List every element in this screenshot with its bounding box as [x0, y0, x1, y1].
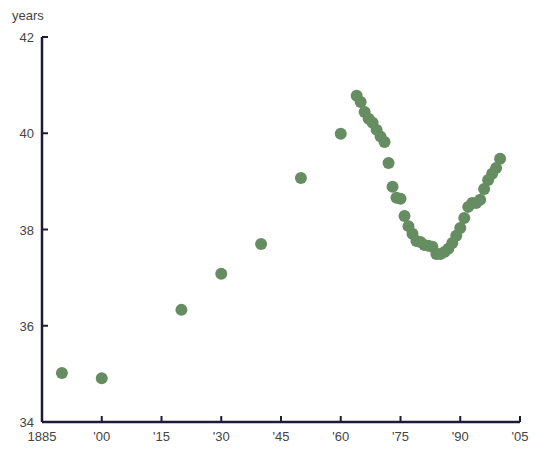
y-tick: [42, 132, 48, 134]
x-tick: [41, 416, 43, 422]
x-tick: [519, 416, 521, 422]
y-axis-label: years: [12, 8, 44, 23]
point: [387, 181, 399, 193]
x-tick: [280, 416, 282, 422]
point: [494, 153, 506, 165]
point: [383, 157, 395, 169]
point: [175, 304, 187, 316]
point: [215, 268, 227, 280]
y-tick: [42, 229, 48, 231]
x-tick: [220, 416, 222, 422]
point: [335, 128, 347, 140]
y-tick: [42, 36, 48, 38]
x-tick-label: '90: [452, 429, 469, 444]
point: [56, 367, 68, 379]
point: [255, 238, 267, 250]
y-tick-label: 42: [20, 30, 34, 45]
x-tick-label: '30: [213, 429, 230, 444]
x-tick: [340, 416, 342, 422]
x-tick: [161, 416, 163, 422]
x-tick-label: '75: [392, 429, 409, 444]
y-tick-label: 36: [20, 319, 34, 334]
point: [379, 136, 391, 148]
chart: years 34 36 38 40 42 1885 '00 '15 '30 '45 '60 '75 '90…: [0, 0, 550, 458]
points: [56, 90, 506, 384]
x-tick-label: '60: [332, 429, 349, 444]
point: [295, 172, 307, 184]
y-tick-label: 34: [20, 415, 34, 430]
x-tick-label: '05: [512, 429, 529, 444]
x-tick: [101, 416, 103, 422]
y-tick-label: 40: [20, 126, 34, 141]
y-tick-label: 38: [20, 223, 34, 238]
x-tick: [400, 416, 402, 422]
x-tick-label: '00: [93, 429, 110, 444]
x-tick: [459, 416, 461, 422]
y-tick: [42, 325, 48, 327]
point: [96, 372, 108, 384]
x-tick-label: '15: [153, 429, 170, 444]
point: [395, 193, 407, 205]
point: [474, 194, 486, 206]
point: [458, 212, 470, 224]
x-tick-label: 1885: [28, 429, 57, 444]
x-tick-label: '45: [273, 429, 290, 444]
